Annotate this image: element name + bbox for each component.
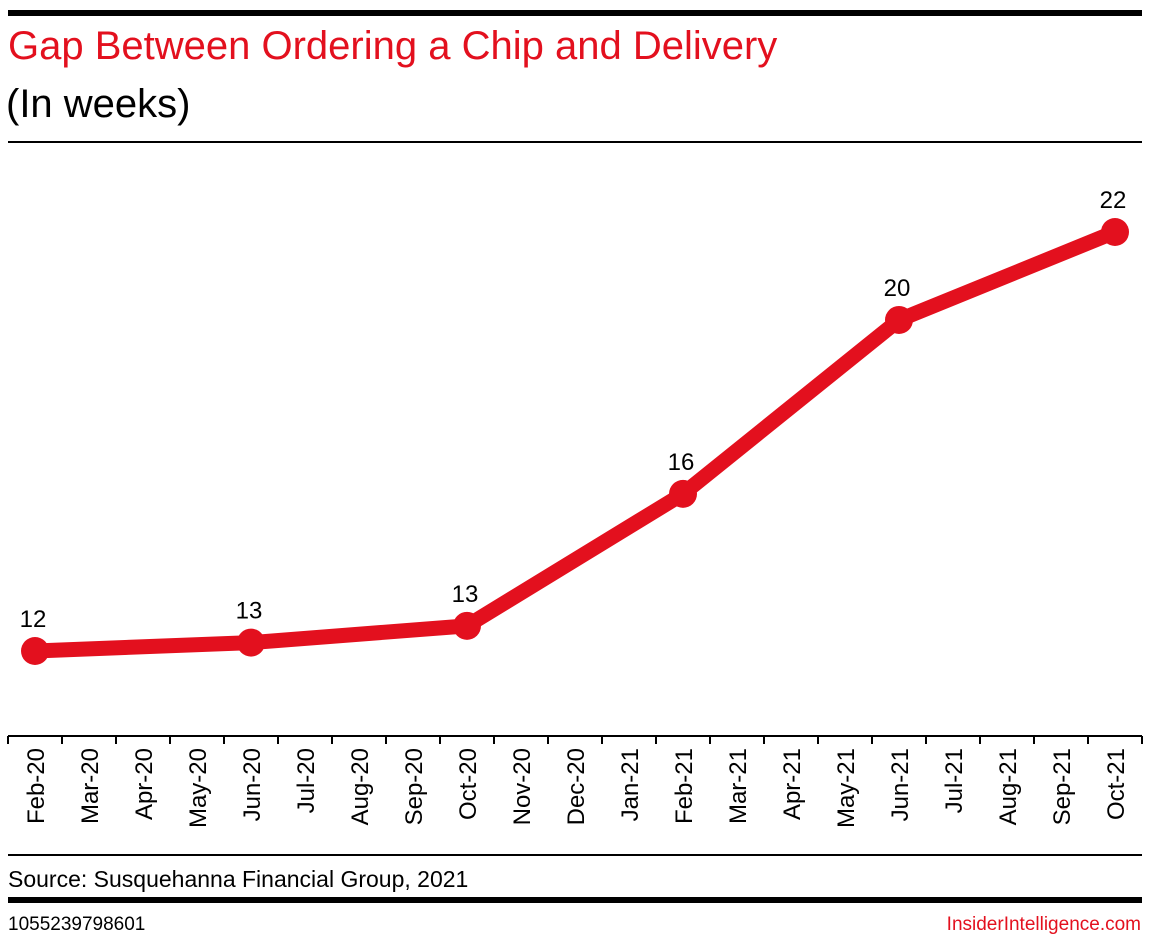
source-note: Source: Susquehanna Financial Group, 202… [8,866,469,892]
x-tick-label: Jul-20 [293,748,320,813]
x-tick-label: Oct-20 [455,748,482,820]
x-tick-label: Mar-21 [725,748,752,824]
x-tick-label: Aug-21 [995,748,1022,825]
chart-subtitle: (In weeks) [6,82,191,126]
chart-id: 1055239798601 [8,914,146,935]
data-point [1101,218,1129,246]
brand-link[interactable]: InsiderIntelligence.com [946,914,1141,935]
data-label: 13 [236,598,263,625]
x-tick-label: Mar-20 [77,748,104,824]
x-tick-label: Dec-20 [563,748,590,825]
data-label: 12 [20,606,47,633]
x-tick-label: Feb-21 [671,748,698,824]
data-label: 20 [884,275,911,302]
x-tick-label: May-21 [833,748,860,828]
x-tick-label: Sep-21 [1049,748,1076,825]
data-point [237,628,265,657]
series-line [27,224,1123,659]
x-tick-label: Apr-20 [131,748,158,820]
x-tick-label: May-20 [185,748,212,828]
x-tick-label: Nov-20 [509,748,536,825]
data-point [21,637,49,665]
x-tick-label: Jun-21 [887,748,914,821]
x-tick-label: Apr-21 [779,748,806,820]
data-point [453,611,481,640]
x-tick-label: Oct-21 [1103,748,1130,820]
header-rule [8,141,1142,143]
x-tick-label: Jan-21 [617,748,644,821]
data-label: 22 [1100,187,1127,214]
data-point [669,479,697,508]
x-tick-label: Feb-20 [23,748,50,824]
chart-title: Gap Between Ordering a Chip and Delivery [8,24,778,68]
top-rule [8,10,1142,16]
axis-bottom-rule [8,854,1142,856]
x-tick-label: Jul-21 [941,748,968,813]
x-tick-label: Aug-20 [347,748,374,825]
data-point [885,305,913,334]
x-tick-label: Jun-20 [239,748,266,821]
data-label: 13 [452,581,479,608]
data-label: 16 [668,449,695,476]
x-tick-label: Sep-20 [401,748,428,825]
footer-rule [8,897,1142,903]
